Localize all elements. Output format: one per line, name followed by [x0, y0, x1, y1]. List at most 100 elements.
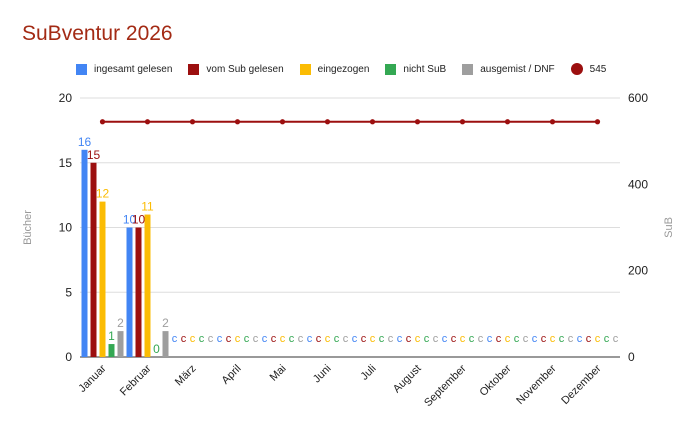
bar: [144, 214, 151, 357]
empty-marker: c: [424, 333, 430, 345]
x-tick-label: Oktober: [477, 362, 513, 398]
empty-marker: c: [343, 333, 349, 345]
bar: [81, 149, 88, 357]
bar: [99, 201, 106, 357]
y2-tick-label: 0: [628, 350, 635, 364]
empty-marker: c: [523, 333, 529, 345]
empty-marker: c: [460, 333, 466, 345]
empty-marker: c: [487, 333, 493, 345]
legend-label-sub-line: 545: [589, 63, 607, 75]
legend-label-eingezogen: eingezogen: [317, 63, 370, 75]
empty-marker: c: [370, 333, 376, 345]
x-tick-label: Januar: [76, 362, 109, 395]
legend-label-ingesamt-gelesen: ingesamt gelesen: [94, 63, 173, 75]
y-tick-label: 20: [59, 91, 73, 105]
empty-marker: c: [604, 333, 610, 345]
bar: [135, 227, 142, 357]
bar: [117, 331, 124, 357]
legend-swatch-eingezogen: [299, 63, 311, 75]
empty-marker: c: [199, 333, 205, 345]
empty-marker: c: [514, 333, 520, 345]
bar: [108, 344, 115, 357]
chart-legend: ingesamt gelesen vom Sub gelesen eingezo…: [76, 63, 622, 75]
empty-marker: c: [397, 333, 403, 345]
empty-marker: c: [451, 333, 457, 345]
legend-item-vom-sub-gelesen: vom Sub gelesen: [188, 63, 284, 75]
sub-line-point: [369, 119, 376, 125]
legend-swatch-vom-sub-gelesen: [188, 63, 200, 75]
empty-marker: c: [478, 333, 484, 345]
legend-item-sub-line: 545: [570, 63, 607, 75]
legend-swatch-nicht-sub: [385, 63, 397, 75]
y-tick-label: 10: [59, 221, 73, 235]
empty-marker: c: [361, 333, 367, 345]
sub-line-point: [504, 119, 511, 125]
empty-marker: c: [388, 333, 394, 345]
bar-value-label: 1: [108, 329, 115, 343]
bar: [162, 331, 169, 357]
empty-marker: c: [505, 333, 511, 345]
legend-label-vom-sub-gelesen: vom Sub gelesen: [206, 63, 284, 75]
bar: [90, 162, 97, 357]
bar-value-label: 0: [153, 342, 160, 356]
x-tick-label: August: [391, 363, 424, 396]
legend-item-ausgemist-dnf: ausgemist / DNF: [462, 63, 555, 75]
empty-marker: c: [217, 333, 223, 345]
empty-marker: c: [253, 333, 259, 345]
empty-marker: c: [442, 333, 448, 345]
legend-item-ingesamt-gelesen: ingesamt gelesen: [76, 63, 173, 75]
empty-marker: c: [307, 333, 313, 345]
empty-marker: c: [172, 333, 178, 345]
bar-value-label: 10: [123, 213, 137, 227]
empty-marker: c: [226, 333, 232, 345]
bar-value-label: 16: [78, 135, 92, 149]
empty-marker: c: [244, 333, 250, 345]
y2-axis-title: SuB: [663, 217, 675, 238]
empty-marker: c: [613, 333, 619, 345]
legend-swatch-ingesamt-gelesen: [76, 63, 87, 75]
empty-marker: c: [334, 333, 340, 345]
empty-marker: c: [379, 333, 385, 345]
empty-marker: c: [568, 333, 574, 345]
empty-marker: c: [235, 333, 241, 345]
sub-line-point: [234, 119, 241, 125]
empty-marker: c: [532, 333, 538, 345]
bar-value-label: 2: [162, 316, 169, 330]
empty-marker: c: [262, 333, 268, 345]
x-tick-label: September: [422, 362, 469, 409]
y-tick-label: 5: [65, 285, 72, 299]
empty-marker: c: [496, 333, 502, 345]
bar-value-label: 2: [117, 316, 124, 330]
bar-value-label: 12: [96, 187, 110, 201]
x-tick-label: November: [514, 362, 559, 407]
bar: [126, 227, 133, 357]
empty-marker: c: [415, 333, 421, 345]
empty-marker: c: [190, 333, 196, 345]
empty-marker: c: [325, 333, 331, 345]
legend-swatch-sub-line: [570, 63, 583, 75]
y2-tick-label: 600: [628, 91, 648, 105]
x-tick-label: Juli: [358, 363, 378, 383]
empty-marker: c: [289, 333, 295, 345]
sub-line-point: [279, 119, 286, 125]
empty-marker: c: [280, 333, 286, 345]
x-tick-label: Dezember: [559, 362, 604, 407]
empty-marker: c: [208, 333, 214, 345]
legend-item-eingezogen: eingezogen: [299, 63, 370, 75]
y-tick-label: 0: [65, 350, 72, 364]
x-tick-label: Juni: [311, 363, 334, 386]
sub-line-point: [324, 119, 331, 125]
y2-tick-label: 200: [628, 264, 648, 278]
empty-marker: c: [577, 333, 583, 345]
sub-line-point: [144, 119, 151, 125]
chart-title: SuBventur 2026: [22, 22, 173, 45]
empty-marker: c: [550, 333, 556, 345]
legend-item-nicht-sub: nicht SuB: [385, 63, 446, 75]
sub-line-point: [594, 119, 601, 125]
empty-marker: c: [541, 333, 547, 345]
bar-value-label: 15: [87, 148, 101, 162]
y-axis-title: Bücher: [22, 210, 34, 245]
y-tick-label: 15: [59, 156, 73, 170]
sub-line-point: [414, 119, 421, 125]
